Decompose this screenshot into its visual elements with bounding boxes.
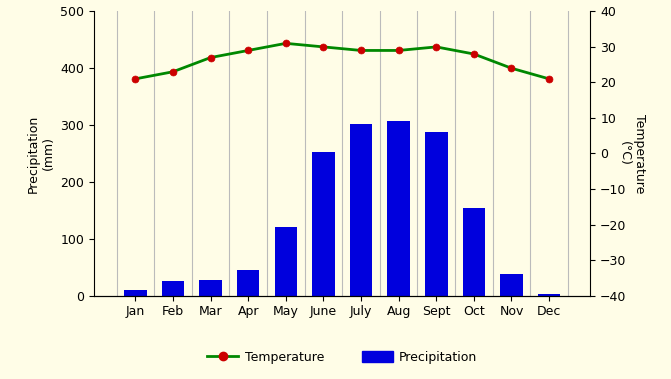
- Bar: [312, 152, 335, 296]
- Bar: [124, 290, 146, 296]
- Bar: [162, 281, 185, 296]
- Bar: [199, 280, 222, 296]
- Bar: [538, 294, 560, 296]
- Bar: [350, 124, 372, 296]
- Bar: [500, 274, 523, 296]
- Bar: [237, 270, 260, 296]
- Y-axis label: Temperature
(°C): Temperature (°C): [618, 114, 646, 193]
- Bar: [274, 227, 297, 296]
- Legend: Temperature, Precipitation: Temperature, Precipitation: [202, 346, 482, 369]
- Y-axis label: Precipitation
(mm): Precipitation (mm): [27, 114, 54, 193]
- Bar: [387, 121, 410, 296]
- Bar: [462, 208, 485, 296]
- Bar: [425, 132, 448, 296]
